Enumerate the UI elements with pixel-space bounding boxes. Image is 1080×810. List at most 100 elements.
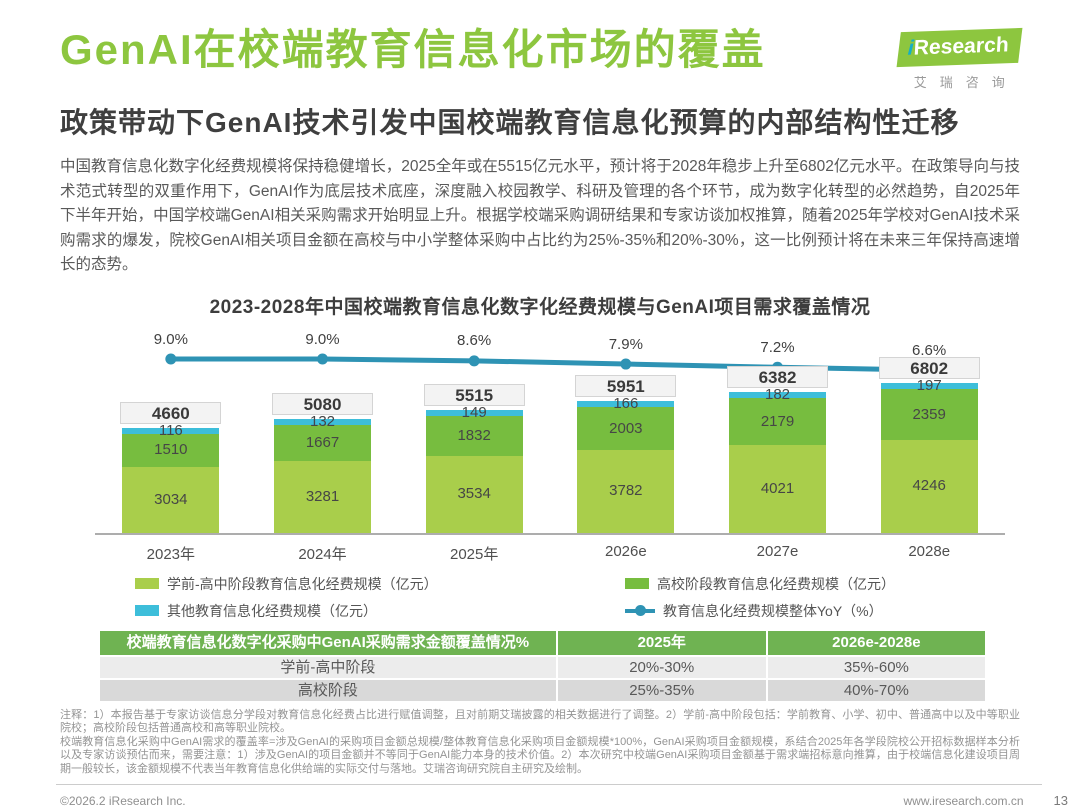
bar-segment [274,419,371,426]
legend-label: 高校阶段教育信息化经费规模（亿元） [657,575,895,592]
iresearch-logo-chinese: 艾瑞咨询 [913,75,1018,90]
yoy-marker [468,354,480,366]
bar-value-label: 4021 [760,479,795,497]
yoy-value-label: 6.6% [912,341,947,359]
stacked-bar [122,427,220,533]
page-number: 13 [1053,793,1068,808]
chart-section: 2023-2028年中国校端教育信息化数字化经费规模与GenAI项目需求覆盖情况… [60,292,1020,621]
total-label: 5951 [575,374,677,397]
table-cell: 学前-高中阶段 [100,656,556,678]
yoy-marker [317,353,328,364]
bar-segment [729,391,826,398]
bar-value-label: 3034 [154,490,188,508]
total-label: 6802 [878,357,980,380]
chart-legend: 学前-高中阶段教育信息化经费规模（亿元） 高校阶段教育信息化经费规模（亿元） 其他教… [135,574,1020,621]
stacked-bar [729,391,826,533]
iresearch-logo: iResearch 艾瑞咨询 [896,27,1023,91]
x-axis-label: 2023年 [146,545,196,563]
bar-segment [425,410,523,417]
yoy-value-label: 8.6% [457,332,492,350]
table-cell: 20%-30% [557,656,766,678]
footnote-1: 注释：1）本报告基于专家访谈信息分学段对教育信息化经费占比进行赋值调整，且对前期… [60,708,1020,735]
bar-value-label: 132 [309,413,336,431]
page-subtitle: 政策带动下GenAI技术引发中国校端教育信息化预算的内部结构性迁移 [60,107,960,138]
x-axis-labels: 2023年 2024年 2025年 2026e 2027e 2028e [95,535,1005,564]
bar-value-label: 1832 [457,426,491,444]
bar-segment [880,389,978,441]
table-header-cell: 校端教育信息化数字化采购中GenAI采购需求金额覆盖情况% [100,630,556,655]
footer-divider [56,784,1042,785]
iresearch-logo-mark: iResearch [896,27,1023,68]
bar-value-label: 2359 [912,405,946,423]
yoy-value-label: 7.2% [760,338,795,356]
table-cell: 35%-60% [767,656,985,678]
bar-value-label: 3281 [305,487,340,505]
bar-segment [425,455,523,533]
legend-label: 学前-高中阶段教育信息化经费规模（亿元） [167,575,438,592]
coverage-table: 校端教育信息化数字化采购中GenAI采购需求金额覆盖情况% 2025年 2026e-… [100,630,985,701]
x-axis-label: 2028e [908,542,951,560]
x-axis-label: 2026e [604,542,647,560]
bar-segment [577,406,675,451]
footnote-2: 校端教育信息化采购中GenAI需求的覆盖率=涉及GenAI的采购项目金额总规模/… [60,735,1020,775]
bar-value-label: 2003 [609,419,643,437]
bar-segment [577,450,675,533]
page-title: GenAI在校端教育信息化市场的覆盖 [60,26,766,73]
table-cell: 40%-70% [767,679,985,701]
table-header-cell: 2026e-2028e [767,630,985,655]
yoy-line [165,353,935,376]
footnotes: 注释：1）本报告基于专家访谈信息分学段对教育信息化经费占比进行赋值调整，且对前期… [60,709,1020,777]
stacked-bar [274,419,371,533]
website-link[interactable]: www.iresearch.com.cn [903,794,1024,808]
total-label: 5080 [272,393,373,416]
bar-value-label: 166 [613,394,639,412]
bar-value-label: 197 [916,377,942,395]
bar-segment [122,466,220,533]
x-axis-label: 2024年 [298,545,347,563]
x-axis-label: 2027e [756,542,799,560]
bar-value-label: 4246 [912,477,946,495]
stacked-bar [577,400,675,533]
bar-segment [122,427,220,434]
footer-right: www.iresearch.com.cn 13 [903,793,1068,808]
table-header-cell: 2025年 [557,630,766,655]
bar-value-label: 182 [764,385,791,403]
header: GenAI在校端教育信息化市场的覆盖 iResearch 艾瑞咨询 [60,0,1023,91]
intro-paragraph: 中国教育信息化数字化经费规模将保持稳健增长，2025全年或在5515亿元水平，预… [60,158,1020,273]
total-label: 5515 [423,384,525,407]
legend-label: 其他教育信息化经费规模（亿元） [167,602,377,619]
bar-segment [122,433,220,467]
bar-segment [274,461,371,533]
bar-segment [274,425,371,462]
yoy-value-label: 9.0% [305,330,340,348]
bar-segment [577,400,675,407]
bar-value-label: 3782 [609,482,643,500]
bar-value-label: 2179 [760,412,795,430]
legend-item: 学前-高中阶段教育信息化经费规模（亿元） [135,574,625,594]
legend-item: 教育信息化经费规模整体YoY（%） [625,601,1020,621]
stacked-bar [425,410,523,533]
page-footer: ©2026.2 iResearch Inc. www.iresearch.com… [60,785,1068,808]
bar-value-label: 116 [158,421,183,439]
total-label: 4660 [120,401,222,424]
stacked-bar-chart: 9.0% 9.0% 8.6% 7.9% 7.2% 6.6% 3034 1510 116 4660 3… [95,325,1005,535]
legend-label: 教育信息化经费规模整体YoY（%） [663,602,883,619]
chart-title: 2023-2028年中国校端教育信息化数字化经费规模与GenAI项目需求覆盖情况 [209,296,871,318]
copyright-text: ©2026.2 iResearch Inc. [60,794,186,808]
bar-value-label: 1510 [154,441,188,459]
total-label: 6382 [727,365,828,388]
yoy-value-label: 7.9% [608,335,643,353]
bar-segment [880,440,978,533]
legend-swatch [135,578,159,589]
bar-segment [880,383,978,390]
legend-item: 高校阶段教育信息化经费规模（亿元） [625,574,1020,594]
x-axis-label: 2025年 [449,545,499,563]
legend-item: 其他教育信息化经费规模（亿元） [135,601,625,621]
stacked-bar [880,383,978,533]
yoy-value-label: 9.0% [153,330,188,348]
bar-segment [729,445,826,533]
legend-swatch [625,578,649,589]
table-cell: 高校阶段 [100,679,556,701]
table-cell: 25%-35% [557,679,766,701]
